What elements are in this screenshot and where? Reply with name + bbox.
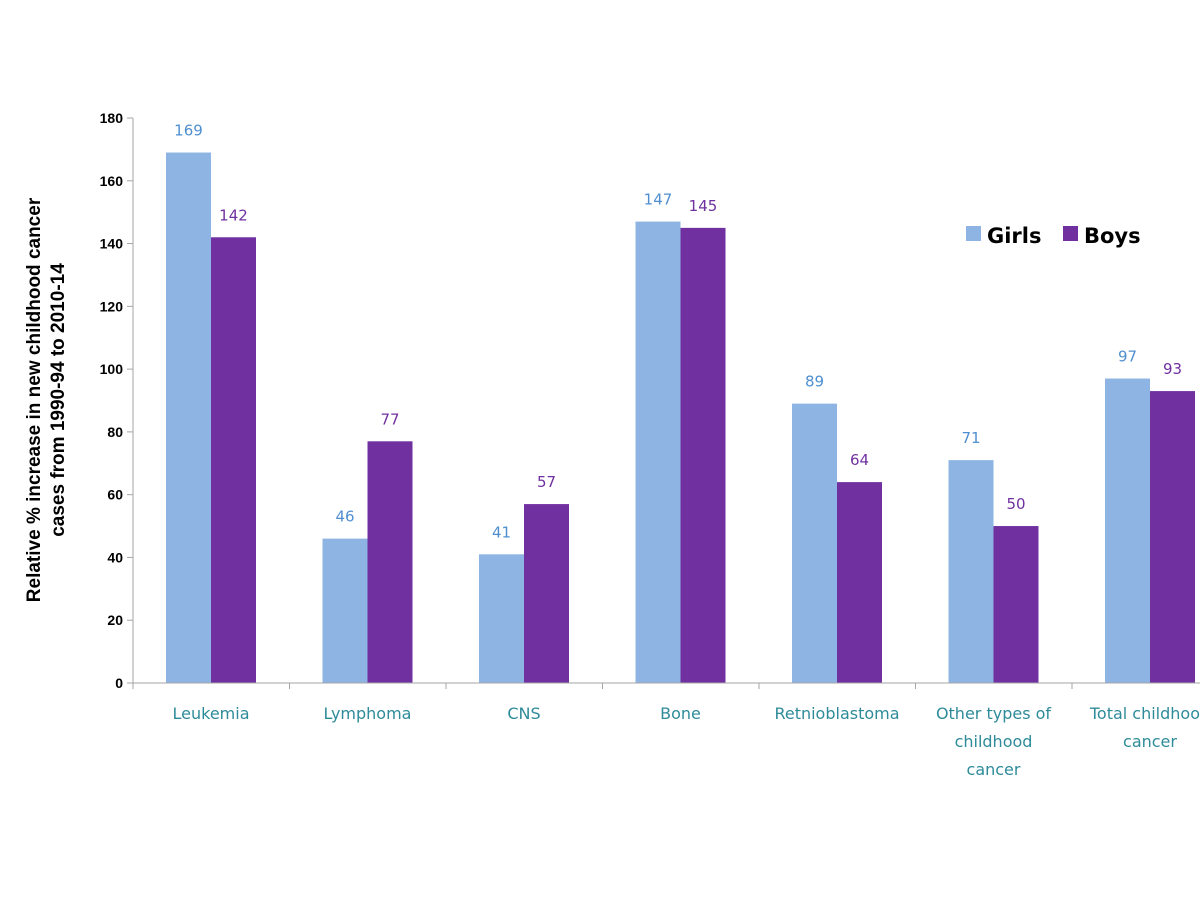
y-tick-label: 100: [100, 361, 124, 377]
value-label-boys: 145: [689, 197, 718, 215]
y-tick-label: 180: [100, 110, 124, 126]
x-category-label: Retnioblastoma: [774, 704, 899, 723]
y-axis-label: Relative % increase in new childhood can…: [24, 197, 69, 602]
x-category-label: Other types of childhood cancer: [936, 704, 1051, 779]
bar-girls: [479, 554, 524, 683]
x-category-label: CNS: [507, 704, 540, 723]
value-label-boys: 57: [537, 473, 556, 491]
value-label-girls: 71: [961, 429, 980, 447]
y-tick-label: 80: [107, 424, 123, 440]
bar-boys: [680, 227, 726, 683]
bar-series: [166, 152, 1195, 684]
value-label-boys: 50: [1006, 495, 1025, 513]
bar-girls: [1105, 378, 1150, 683]
bar-boys: [1150, 391, 1195, 683]
bar-girls: [635, 221, 681, 684]
y-tick-label: 40: [107, 549, 123, 565]
bar-boys: [367, 441, 413, 683]
x-category-label: Bone: [660, 704, 701, 723]
y-tick-label: 20: [107, 612, 123, 628]
y-tick-label: 120: [100, 298, 124, 314]
bar-boys: [211, 237, 256, 683]
value-label-girls: 97: [1118, 348, 1137, 366]
x-category-label: Total childhood cancer: [1089, 704, 1200, 751]
bar-boys: [524, 504, 569, 683]
y-tick-label: 140: [100, 236, 124, 252]
legend: Girls Boys: [966, 224, 1141, 248]
value-label-girls: 46: [335, 508, 354, 526]
value-label-boys: 142: [219, 206, 248, 224]
y-tick-label: 60: [107, 487, 123, 503]
legend-swatch-girls: [966, 226, 981, 241]
legend-label-boys: Boys: [1084, 224, 1141, 248]
value-label-boys: 77: [380, 410, 399, 428]
legend-swatch-boys: [1063, 226, 1078, 241]
legend-label-girls: Girls: [987, 224, 1042, 248]
y-tick-label: 0: [115, 675, 123, 691]
bar-girls: [322, 538, 368, 683]
x-category-label: Leukemia: [173, 704, 250, 723]
data-labels: 169 142 46 77 41 57 147 145 89 64 71 50 97 93: [174, 122, 1182, 542]
value-label-boys: 93: [1163, 360, 1182, 378]
value-label-girls: 147: [644, 191, 673, 209]
y-axis: 0 20 40 60 80 100 120 140 160 180: [100, 110, 134, 691]
bar-boys: [837, 482, 882, 683]
x-category-label: Lymphoma: [324, 704, 412, 723]
y-axis-title: Relative % increase in new childhood can…: [24, 197, 69, 602]
value-label-girls: 89: [805, 373, 824, 391]
x-axis: Leukemia Lymphoma CNS Bone Retnioblastoma Oth…: [132, 682, 1200, 779]
bar-girls: [166, 152, 211, 683]
bar-girls: [792, 403, 837, 683]
bar-boys: [993, 526, 1039, 683]
value-label-girls: 41: [492, 523, 511, 541]
y-tick-label: 160: [100, 173, 124, 189]
value-label-girls: 169: [174, 122, 203, 140]
bar-girls: [948, 460, 994, 683]
value-label-boys: 64: [850, 451, 869, 469]
